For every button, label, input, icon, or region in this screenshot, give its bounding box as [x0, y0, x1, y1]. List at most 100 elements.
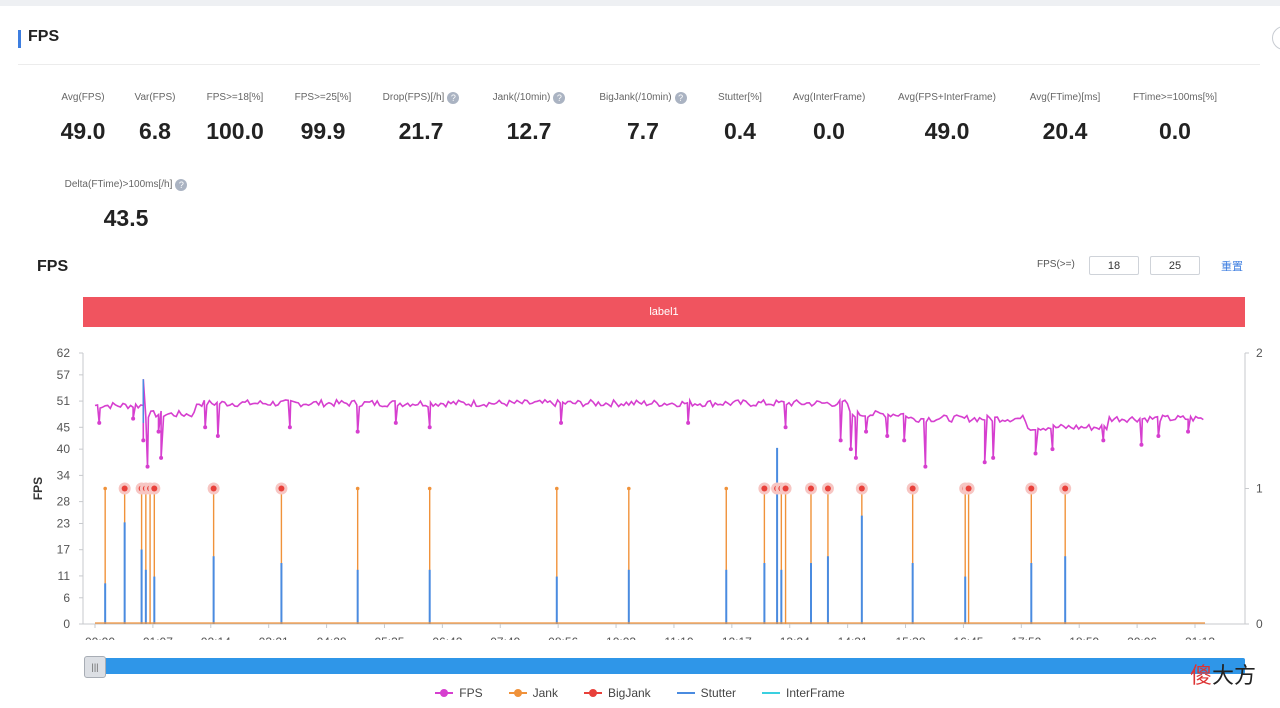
metric-label: Avg(InterFrame) [792, 92, 866, 103]
fps-dip-point [1139, 442, 1144, 447]
timeline-slider-handle[interactable]: ||| [84, 656, 106, 678]
bigjank-marker [151, 485, 158, 492]
timeline-slider[interactable] [95, 658, 1245, 674]
y2-tick-label: 2 [1256, 346, 1263, 360]
metric-value: 49.0 [924, 118, 970, 144]
metric-value: 6.8 [139, 118, 171, 144]
legend-stutter-label: Stutter [700, 686, 737, 700]
fps-chart: 0 6 11 17 23 28 34 40 45 51 57 62 0 1 2 FPS 00:00 01:07 02… [31, 346, 1263, 640]
y-axis-title: FPS [31, 477, 45, 500]
legend-interframe-label: InterFrame [786, 686, 845, 700]
jank-marker [554, 486, 559, 491]
metric-label: FPS>=25[%] [294, 92, 352, 103]
bigjank-marker [121, 485, 128, 492]
metric-10: Avg(FTime)[ms] 20.4 [985, 87, 1145, 145]
metric-value: 12.7 [506, 118, 552, 144]
metric-label: Delta(FTime)>100ms[/h]? [65, 178, 188, 191]
metric-label: Avg(FPS) [61, 92, 105, 103]
metric-2: FPS>=18[%] 100.0 [155, 87, 315, 145]
y-tick-label: 34 [57, 468, 71, 482]
fps-series-line [94, 379, 1204, 467]
x-tick-label: 00:00 [85, 635, 115, 640]
jank-marker [103, 486, 107, 491]
bigjank-marker [807, 485, 814, 492]
info-icon[interactable]: ? [175, 178, 188, 191]
legend-item-stutter[interactable]: Stutter [676, 686, 737, 700]
fps-dip-point [783, 425, 788, 430]
info-icon[interactable]: ? [447, 91, 460, 104]
metric-9: Avg(FPS+InterFrame) 49.0 [867, 87, 1027, 145]
metric-value: 43.5 [103, 205, 149, 231]
fps-threshold-input-2[interactable] [1150, 256, 1200, 275]
metric-value: 99.9 [300, 118, 346, 144]
metric-label: Jank(/10min)? [493, 91, 566, 104]
fps-threshold-label: FPS(>=) [1037, 259, 1075, 270]
y-tick-label: 6 [63, 591, 70, 605]
y-tick-label: 51 [57, 394, 71, 408]
metric-value: 49.0 [60, 118, 106, 144]
legend-interframe-icon [762, 688, 781, 698]
x-tick-label: 07:49 [490, 635, 520, 640]
reset-button[interactable]: 重置 [1221, 261, 1243, 273]
legend-item-fps[interactable]: FPS [435, 686, 483, 700]
metric-6: BigJank(/10min)? 7.7 [563, 87, 723, 145]
metric-1: Var(FPS) 6.8 [75, 87, 235, 145]
legend-bigjank-label: BigJank [607, 686, 651, 700]
jank-marker [627, 486, 631, 491]
fps-dip-point [131, 416, 136, 421]
metric-label: BigJank(/10min)? [599, 91, 687, 104]
legend-jank-icon [508, 688, 527, 698]
metric-7: Stutter[%] 0.4 [660, 87, 820, 145]
fps-dip-point [1156, 434, 1161, 439]
fps-dip-point [686, 420, 691, 425]
x-tick-label: 02:14 [201, 635, 231, 640]
fps-dip-point [156, 429, 161, 434]
fps-dip-point [559, 420, 564, 425]
bigjank-marker [909, 485, 916, 492]
legend-jank-label: Jank [532, 686, 558, 700]
x-tick-label: 06:42 [432, 635, 462, 640]
metric-5: Jank(/10min)? 12.7 [449, 87, 609, 145]
y2-tick-label: 0 [1256, 617, 1263, 631]
metric-label: Avg(FTime)[ms] [1029, 92, 1101, 103]
metric-3: FPS>=25[%] 99.9 [243, 87, 403, 145]
metric-11: FTime>=100ms[%] 0.0 [1095, 87, 1255, 145]
label-band[interactable]: label1 [83, 297, 1245, 327]
metric-0: Avg(FPS) 49.0 [3, 87, 163, 145]
fps-dip-point [1033, 451, 1038, 456]
info-icon[interactable]: ? [553, 91, 566, 104]
page-title: FPS [28, 28, 60, 45]
x-tick-label: 03:21 [259, 635, 289, 640]
metric-label: FPS>=18[%] [206, 92, 264, 103]
legend-item-bigjank[interactable]: BigJank [583, 686, 651, 700]
bigjank-marker [1028, 485, 1035, 492]
metric-value: 100.0 [206, 118, 264, 144]
legend-item-jank[interactable]: Jank [508, 686, 558, 700]
title-accent [18, 30, 21, 48]
fps-dip-point [97, 420, 102, 425]
legend-item-interframe[interactable]: InterFrame [762, 686, 845, 700]
legend-fps-icon [435, 688, 454, 698]
jank-marker [427, 486, 432, 491]
metric-value: 0.0 [813, 118, 845, 144]
x-tick-label: 05:35 [374, 635, 404, 640]
y-tick-label: 23 [57, 516, 71, 530]
x-tick-label: 01:07 [143, 635, 173, 640]
metric-label: Var(FPS) [134, 92, 176, 103]
y-tick-label: 45 [57, 420, 71, 434]
fps-threshold-input-1[interactable] [1089, 256, 1139, 275]
metric-value: 0.0 [1159, 118, 1191, 144]
jank-marker [724, 486, 729, 491]
x-tick-label: 15:38 [896, 635, 926, 640]
info-icon[interactable]: ? [674, 91, 687, 104]
metric-label: Drop(FPS)[/h]? [383, 91, 460, 104]
fps-dip-point [159, 455, 164, 460]
x-tick-label: 13:24 [780, 635, 810, 640]
collapse-button[interactable] [1272, 26, 1280, 50]
fps-dip-point [427, 425, 432, 430]
x-tick-label: 12:17 [722, 635, 752, 640]
y-tick-label: 11 [58, 569, 71, 583]
jank-marker [355, 486, 360, 491]
x-tick-label: 10:03 [606, 635, 636, 640]
fps-dip-point [287, 425, 292, 430]
